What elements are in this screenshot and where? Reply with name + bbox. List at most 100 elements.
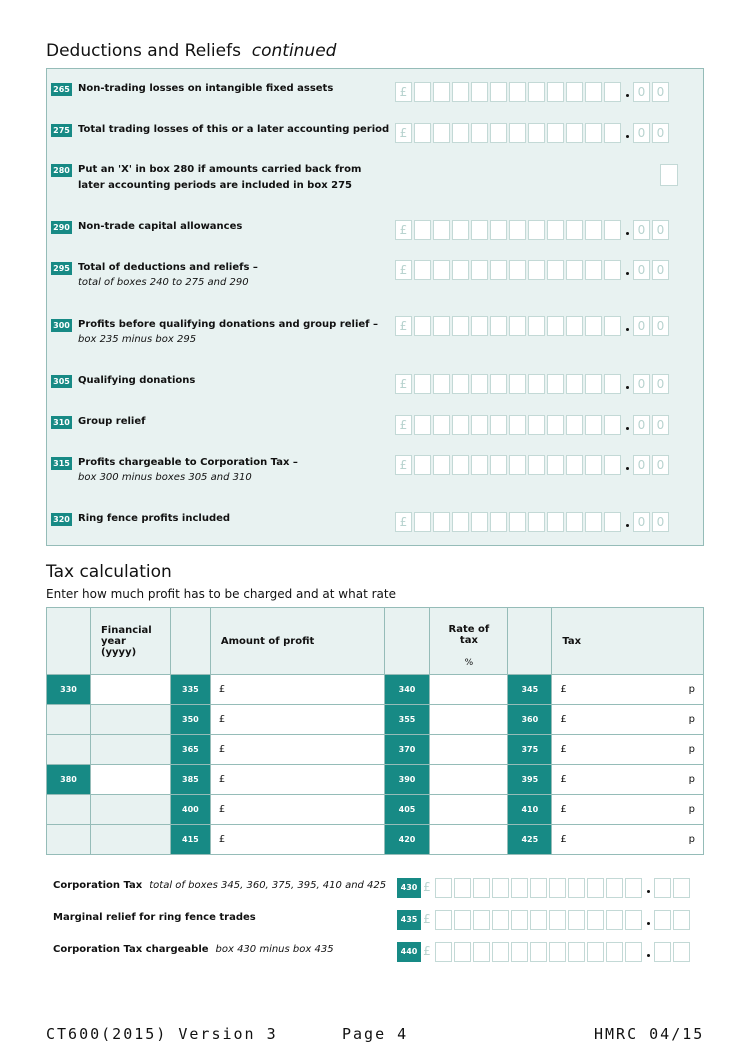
rate-input[interactable]	[429, 734, 509, 765]
digit-box[interactable]	[566, 82, 583, 102]
digit-box[interactable]	[547, 82, 564, 102]
digit-box[interactable]	[509, 316, 526, 336]
digit-box[interactable]	[452, 316, 469, 336]
amount-input[interactable]: £	[209, 824, 385, 855]
rate-input[interactable]	[429, 794, 509, 825]
digit-box[interactable]	[547, 260, 564, 280]
digit-box[interactable]	[509, 455, 526, 475]
amount-input[interactable]: £	[209, 704, 385, 735]
digit-box[interactable]	[433, 123, 450, 143]
digit-box[interactable]	[528, 374, 545, 394]
digit-box[interactable]	[549, 910, 566, 930]
digit-box[interactable]	[547, 415, 564, 435]
digit-box[interactable]	[585, 82, 602, 102]
digit-box[interactable]	[414, 123, 431, 143]
digit-box[interactable]	[454, 942, 471, 962]
digit-box[interactable]	[604, 220, 621, 240]
rate-input[interactable]	[429, 764, 509, 795]
digit-box[interactable]	[452, 374, 469, 394]
digit-box[interactable]	[433, 374, 450, 394]
digit-box[interactable]	[585, 316, 602, 336]
pence-box[interactable]	[673, 878, 690, 898]
digit-box[interactable]	[471, 316, 488, 336]
digit-box[interactable]	[511, 910, 528, 930]
digit-box[interactable]	[625, 910, 642, 930]
digit-box[interactable]	[604, 123, 621, 143]
tax-input[interactable]: £ p	[551, 824, 704, 855]
digit-box[interactable]	[471, 415, 488, 435]
digit-box[interactable]	[490, 82, 507, 102]
digit-box[interactable]	[471, 220, 488, 240]
digit-box[interactable]	[490, 316, 507, 336]
rate-input[interactable]	[429, 674, 509, 705]
digit-box[interactable]	[547, 123, 564, 143]
digit-box[interactable]	[604, 260, 621, 280]
tax-input[interactable]: £ p	[551, 734, 704, 765]
digit-box[interactable]	[547, 220, 564, 240]
money-input-300[interactable]: £0 0	[395, 316, 671, 336]
digit-box[interactable]	[547, 455, 564, 475]
digit-box[interactable]	[414, 415, 431, 435]
digit-box[interactable]	[625, 878, 642, 898]
digit-box[interactable]	[587, 942, 604, 962]
total-input-430[interactable]: 430 £	[397, 878, 692, 898]
pence-box[interactable]	[673, 942, 690, 962]
digit-box[interactable]	[566, 260, 583, 280]
digit-box[interactable]	[433, 82, 450, 102]
digit-box[interactable]	[471, 82, 488, 102]
digit-box[interactable]	[568, 942, 585, 962]
amount-input[interactable]: £	[209, 734, 385, 765]
digit-box[interactable]	[471, 374, 488, 394]
digit-box[interactable]	[433, 415, 450, 435]
digit-box[interactable]	[604, 82, 621, 102]
money-input-295[interactable]: £0 0	[395, 260, 671, 280]
digit-box[interactable]	[566, 512, 583, 532]
digit-box[interactable]	[492, 942, 509, 962]
digit-box[interactable]	[566, 316, 583, 336]
money-input-265[interactable]: £0 0	[395, 82, 671, 102]
digit-box[interactable]	[452, 82, 469, 102]
box-280-checkbox[interactable]	[660, 164, 678, 186]
money-input-315[interactable]: £0 0	[395, 455, 671, 475]
digit-box[interactable]	[473, 878, 490, 898]
money-input-310[interactable]: £0 0	[395, 415, 671, 435]
digit-box[interactable]	[490, 123, 507, 143]
money-input-275[interactable]: £0 0	[395, 123, 671, 143]
digit-box[interactable]	[490, 260, 507, 280]
digit-box[interactable]	[547, 316, 564, 336]
digit-box[interactable]	[509, 82, 526, 102]
digit-box[interactable]	[509, 220, 526, 240]
digit-box[interactable]	[530, 910, 547, 930]
pence-box[interactable]	[673, 910, 690, 930]
money-input-290[interactable]: £0 0	[395, 220, 671, 240]
amount-input[interactable]: £	[209, 764, 385, 795]
digit-box[interactable]	[433, 260, 450, 280]
total-input-435[interactable]: 435 £	[397, 910, 692, 930]
digit-box[interactable]	[547, 512, 564, 532]
digit-box[interactable]	[528, 415, 545, 435]
digit-box[interactable]	[509, 123, 526, 143]
digit-box[interactable]	[585, 260, 602, 280]
digit-box[interactable]	[585, 220, 602, 240]
digit-box[interactable]	[530, 942, 547, 962]
digit-box[interactable]	[433, 455, 450, 475]
digit-box[interactable]	[606, 910, 623, 930]
tax-input[interactable]: £ p	[551, 764, 704, 795]
digit-box[interactable]	[435, 878, 452, 898]
digit-box[interactable]	[509, 374, 526, 394]
digit-box[interactable]	[414, 260, 431, 280]
digit-box[interactable]	[433, 316, 450, 336]
digit-box[interactable]	[528, 220, 545, 240]
digit-box[interactable]	[585, 455, 602, 475]
pence-box[interactable]	[654, 878, 671, 898]
digit-box[interactable]	[452, 512, 469, 532]
financial-year-input[interactable]	[89, 764, 171, 795]
digit-box[interactable]	[566, 415, 583, 435]
digit-box[interactable]	[530, 878, 547, 898]
digit-box[interactable]	[414, 455, 431, 475]
digit-box[interactable]	[433, 512, 450, 532]
digit-box[interactable]	[433, 220, 450, 240]
digit-box[interactable]	[473, 910, 490, 930]
pence-box[interactable]	[654, 910, 671, 930]
digit-box[interactable]	[528, 512, 545, 532]
